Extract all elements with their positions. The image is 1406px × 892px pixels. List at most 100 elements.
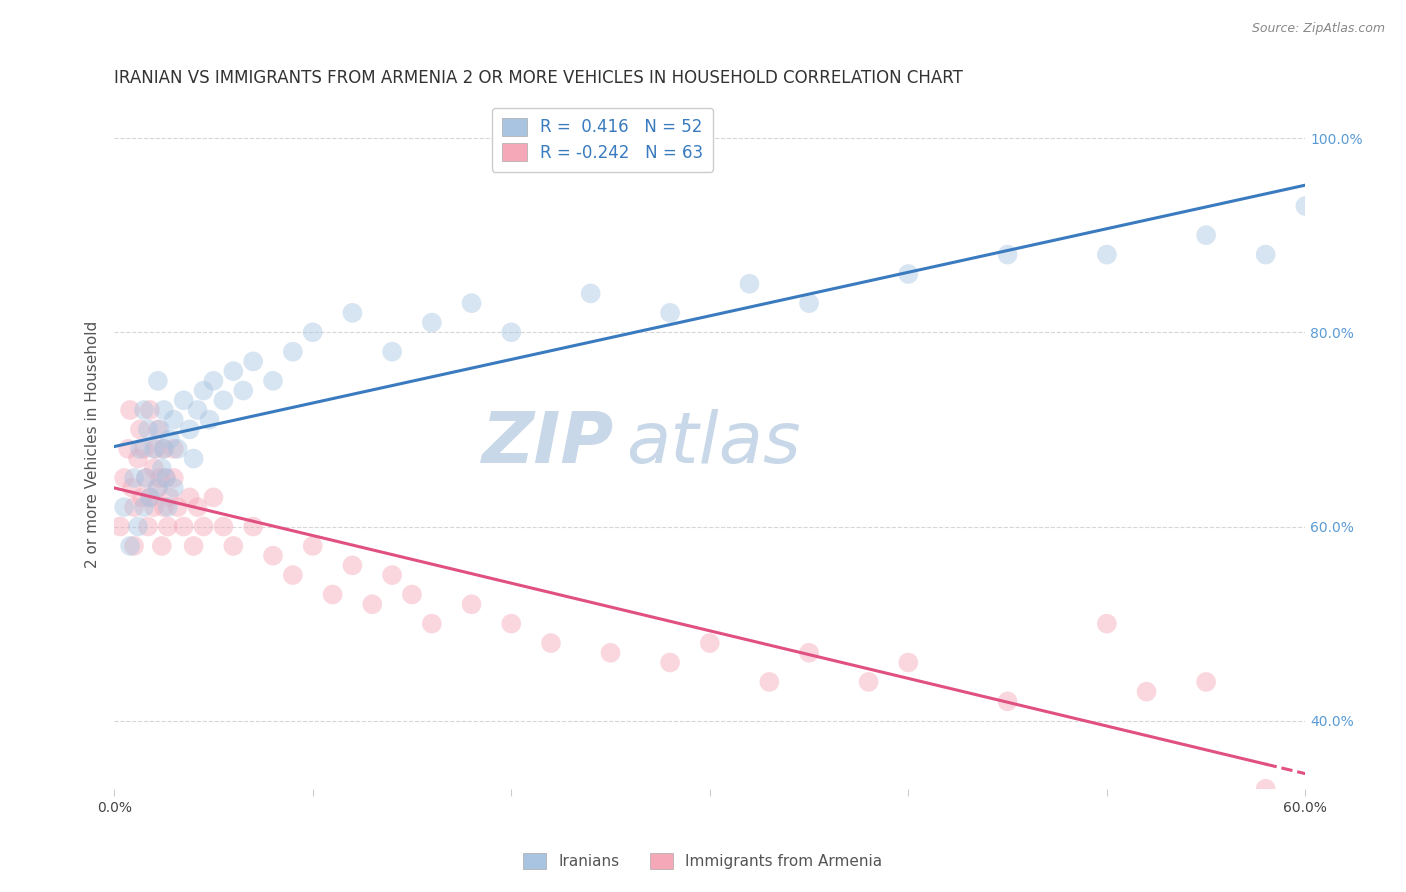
Point: [460, 296, 482, 310]
Point: [135, 471, 157, 485]
Point: [129, 422, 152, 436]
Point: [301, 539, 323, 553]
Point: [122, 539, 145, 553]
Point: [153, 442, 176, 456]
Point: [142, 461, 165, 475]
Point: [659, 656, 682, 670]
Point: [342, 306, 364, 320]
Point: [460, 597, 482, 611]
Point: [149, 422, 172, 436]
Y-axis label: 2 or more Vehicles in Household: 2 or more Vehicles in Household: [86, 320, 100, 567]
Point: [156, 519, 179, 533]
Point: [142, 442, 165, 456]
Point: [738, 277, 761, 291]
Text: atlas: atlas: [627, 409, 801, 478]
Point: [758, 674, 780, 689]
Point: [127, 451, 149, 466]
Point: [179, 422, 201, 436]
Point: [897, 656, 920, 670]
Point: [997, 694, 1019, 708]
Point: [139, 403, 162, 417]
Point: [135, 471, 157, 485]
Point: [132, 442, 155, 456]
Point: [797, 296, 820, 310]
Point: [146, 481, 169, 495]
Point: [1095, 247, 1118, 261]
Point: [153, 500, 176, 514]
Point: [361, 597, 384, 611]
Point: [166, 442, 188, 456]
Point: [173, 519, 195, 533]
Point: [1254, 781, 1277, 796]
Legend: R =  0.416   N = 52, R = -0.242   N = 63: R = 0.416 N = 52, R = -0.242 N = 63: [492, 108, 713, 171]
Point: [159, 491, 181, 505]
Point: [381, 568, 404, 582]
Point: [501, 326, 523, 340]
Point: [163, 442, 186, 456]
Point: [193, 384, 215, 398]
Point: [120, 539, 142, 553]
Point: [149, 471, 172, 485]
Point: [122, 471, 145, 485]
Point: [132, 500, 155, 514]
Point: [163, 481, 186, 495]
Point: [232, 384, 254, 398]
Point: [183, 451, 205, 466]
Point: [281, 568, 304, 582]
Point: [198, 413, 221, 427]
Legend: Iranians, Immigrants from Armenia: Iranians, Immigrants from Armenia: [517, 847, 889, 875]
Point: [420, 616, 443, 631]
Point: [501, 616, 523, 631]
Point: [1195, 228, 1218, 243]
Point: [146, 422, 169, 436]
Point: [212, 519, 235, 533]
Point: [159, 432, 181, 446]
Point: [262, 374, 284, 388]
Point: [212, 393, 235, 408]
Point: [381, 344, 404, 359]
Point: [117, 442, 139, 456]
Point: [222, 364, 245, 378]
Point: [163, 471, 186, 485]
Point: [187, 500, 209, 514]
Point: [1254, 247, 1277, 261]
Point: [156, 500, 179, 514]
Point: [579, 286, 602, 301]
Text: ZIP: ZIP: [482, 409, 614, 478]
Point: [166, 500, 188, 514]
Point: [127, 519, 149, 533]
Point: [108, 519, 131, 533]
Point: [122, 500, 145, 514]
Point: [173, 393, 195, 408]
Point: [242, 519, 264, 533]
Point: [153, 442, 176, 456]
Text: IRANIAN VS IMMIGRANTS FROM ARMENIA 2 OR MORE VEHICLES IN HOUSEHOLD CORRELATION C: IRANIAN VS IMMIGRANTS FROM ARMENIA 2 OR …: [114, 69, 963, 87]
Point: [242, 354, 264, 368]
Point: [139, 491, 162, 505]
Point: [322, 587, 344, 601]
Point: [150, 461, 173, 475]
Point: [179, 491, 201, 505]
Point: [139, 491, 162, 505]
Point: [187, 403, 209, 417]
Point: [1195, 674, 1218, 689]
Point: [401, 587, 423, 601]
Point: [131, 491, 153, 505]
Point: [1294, 199, 1316, 213]
Point: [281, 344, 304, 359]
Point: [699, 636, 721, 650]
Point: [342, 558, 364, 573]
Point: [155, 471, 177, 485]
Point: [202, 374, 225, 388]
Point: [146, 481, 169, 495]
Point: [136, 422, 159, 436]
Point: [155, 471, 177, 485]
Point: [301, 326, 323, 340]
Point: [121, 481, 143, 495]
Point: [262, 549, 284, 563]
Point: [202, 491, 225, 505]
Point: [112, 471, 135, 485]
Point: [129, 442, 152, 456]
Point: [599, 646, 621, 660]
Text: Source: ZipAtlas.com: Source: ZipAtlas.com: [1251, 22, 1385, 36]
